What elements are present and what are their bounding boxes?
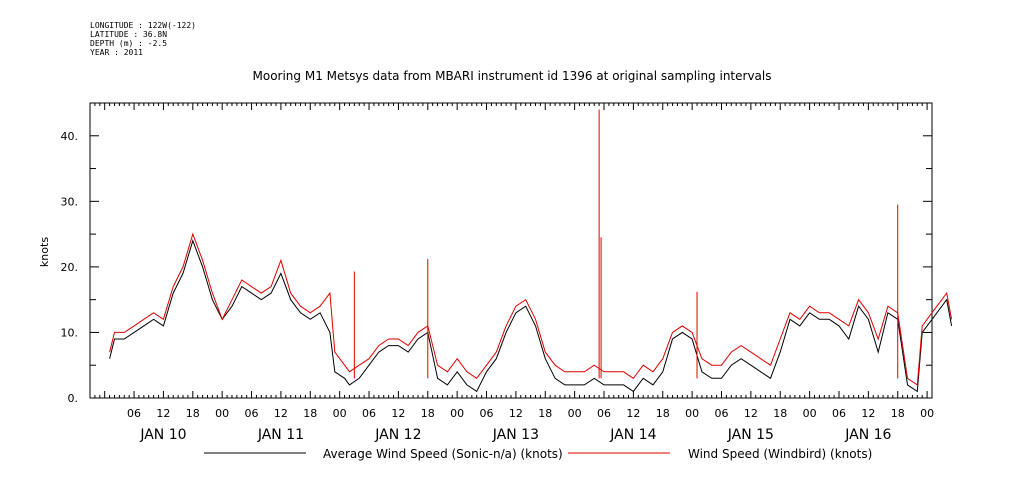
x-tick-label: 12 [626, 407, 640, 420]
depth-text: DEPTH (m) : -2.5 [90, 39, 168, 48]
metadata-block: LONGITUDE : 122W(-122) LATITUDE : 36.8N … [90, 21, 196, 57]
series-average-wind-speed [109, 239, 953, 393]
day-label: JAN 15 [727, 427, 774, 443]
x-tick-label: 00 [803, 407, 817, 420]
x-tick-label: 06 [362, 407, 376, 420]
series-layer [109, 109, 953, 393]
latitude-text: LATITUDE : 36.8N [90, 30, 168, 39]
legend-label-windbird: Wind Speed (Windbird) (knots) [688, 447, 872, 461]
day-label: JAN 12 [374, 427, 421, 443]
day-label: JAN 16 [844, 427, 891, 443]
x-tick-label: 00 [215, 407, 229, 420]
y-tick-label: 0. [68, 392, 79, 405]
x-tick-label: 00 [685, 407, 699, 420]
y-axis-label: knots [38, 237, 51, 267]
x-tick-label: 18 [773, 407, 787, 420]
x-tick-label: 06 [480, 407, 494, 420]
chart-title: Mooring M1 Metsys data from MBARI instru… [253, 69, 772, 83]
x-tick-label: 18 [186, 407, 200, 420]
x-tick-label: 00 [568, 407, 582, 420]
x-tick-label: 06 [832, 407, 846, 420]
legend: Average Wind Speed (Sonic-n/a) (knots) W… [204, 447, 872, 461]
tick-marks [89, 102, 933, 399]
x-tick-label: 18 [303, 407, 317, 420]
legend-label-average: Average Wind Speed (Sonic-n/a) (knots) [323, 447, 563, 461]
x-tick-label: 18 [891, 407, 905, 420]
x-tick-label: 00 [450, 407, 464, 420]
y-tick-label: 10. [61, 326, 79, 339]
x-tick-label: 12 [156, 407, 170, 420]
day-label: JAN 11 [257, 427, 304, 443]
x-tick-label: 06 [715, 407, 729, 420]
plot-frame [89, 102, 933, 399]
series-windbird-wind-speed [109, 232, 953, 386]
x-tick-label: 12 [744, 407, 758, 420]
day-label: JAN 13 [492, 427, 539, 443]
x-tick-label: 06 [597, 407, 611, 420]
x-tick-label: 12 [274, 407, 288, 420]
y-tick-label: 30. [61, 195, 79, 208]
day-label: JAN 10 [139, 427, 186, 443]
day-label: JAN 14 [609, 427, 656, 443]
x-tick-label: 12 [391, 407, 405, 420]
y-tick-label: 40. [61, 130, 79, 143]
x-tick-label: 18 [538, 407, 552, 420]
y-tick-label: 20. [61, 261, 79, 274]
x-tick-label: 18 [656, 407, 670, 420]
x-tick-label: 12 [861, 407, 875, 420]
longitude-text: LONGITUDE : 122W(-122) [90, 21, 196, 30]
x-tick-label: 00 [333, 407, 347, 420]
tick-labels: 0. 10. 20. 30. 40. 06 12 18 00 06 12 18 00 06 12 18 00 06… [61, 130, 935, 443]
x-tick-label: 06 [127, 407, 141, 420]
year-text: YEAR : 2011 [90, 48, 143, 57]
x-tick-label: 00 [920, 407, 934, 420]
x-tick-label: 18 [421, 407, 435, 420]
x-tick-label: 12 [509, 407, 523, 420]
x-tick-label: 06 [245, 407, 259, 420]
